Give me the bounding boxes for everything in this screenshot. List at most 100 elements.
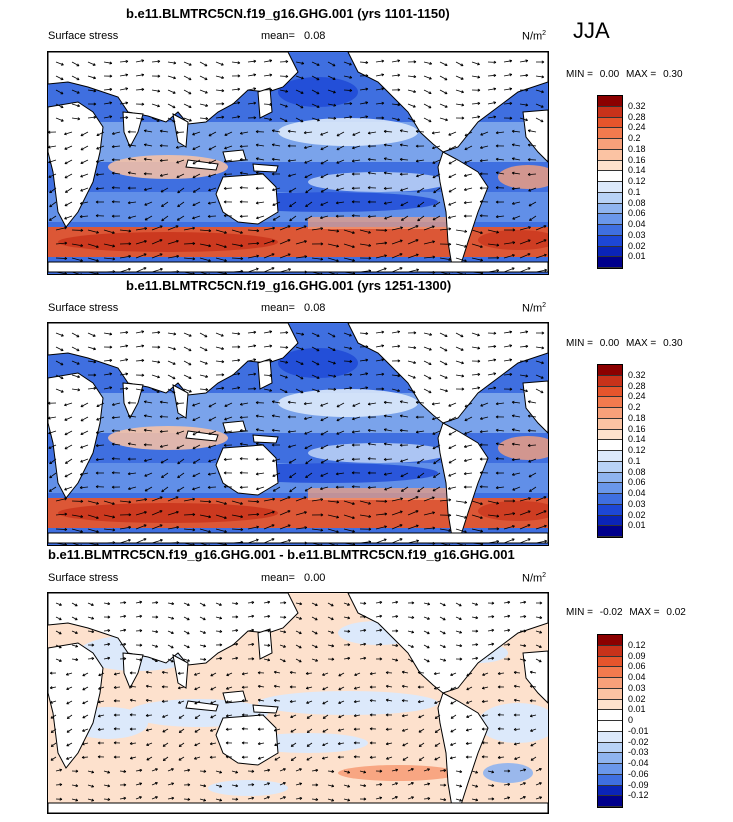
colorbar-swatch (598, 796, 622, 807)
colorbar-swatch (598, 688, 622, 700)
colorbar-tick-label: 0.06 (628, 661, 646, 672)
colorbar-swatch (598, 461, 622, 473)
colorbar-swatch (598, 656, 622, 668)
colorbar-swatch (598, 386, 622, 398)
colorbar-swatch (598, 645, 622, 657)
panel2-units-exp: 2 (542, 302, 547, 309)
colorbar-swatch (598, 699, 622, 711)
colorbar-tick-label: 0 (628, 715, 634, 725)
colorbar-tick-label: 0.04 (628, 488, 646, 498)
panel3-units-base: N/m (522, 572, 543, 585)
colorbar-tick-label: 0.04 (628, 219, 646, 229)
colorbar-tick-label: 0.18 (628, 143, 646, 154)
colorbar-tick-label: 0.1 (628, 186, 641, 197)
colorbar-tick-label: 0.2 (628, 402, 641, 412)
panel3-units-exp: 2 (542, 572, 547, 579)
panel3-min-label: MIN = (566, 607, 593, 618)
colorbar-swatch (598, 365, 622, 376)
colorbar-tick-label: -0.09 (628, 779, 649, 790)
colorbar-swatch (598, 742, 622, 754)
panel2-units: N/m2 (522, 302, 546, 315)
panel1-colorbar: 0.32 0.28 0.24 0.2 0.18 0.16 0.14 0.12 0.1 0.08 0.… (597, 95, 646, 269)
colorbar-swatch (598, 635, 622, 646)
colorbar-tick-label: 0.12 (628, 176, 646, 186)
colorbar-tick-label: 0.16 (628, 423, 646, 434)
panel3-min-value: -0.02 (599, 607, 623, 618)
panel2-max-label: MAX = (625, 338, 657, 349)
panel3-field: Surface stress (48, 572, 119, 584)
panel1-units: N/m2 (522, 30, 546, 43)
panel2-mean-value: 0.08 (304, 302, 326, 314)
colorbar-swatch (598, 117, 622, 129)
colorbar-tick-label: 0.32 (628, 369, 646, 380)
colorbar-swatch (598, 731, 622, 743)
colorbar-tick-label: 0.18 (628, 412, 646, 423)
colorbar-swatch (598, 515, 622, 527)
colorbar-swatch (598, 494, 622, 505)
panel3-map (47, 592, 549, 814)
colorbar-swatch (598, 171, 622, 182)
colorbar-swatch (598, 257, 622, 268)
panel2-units-base: N/m (522, 302, 543, 315)
colorbar-tick-label: 0.01 (628, 251, 646, 262)
panel1-mean-label: mean= (261, 30, 295, 42)
panel2-max-value: 0.30 (663, 338, 683, 349)
colorbar-tick-label: 0.01 (628, 520, 646, 531)
colorbar-swatch (598, 526, 622, 537)
colorbar-tick-label: 0.01 (628, 704, 646, 715)
colorbar-tick-label: 0.1 (628, 455, 641, 466)
panel1-minmax: MIN = 0.00 MAX = 0.30 (566, 69, 683, 80)
colorbar-swatch (598, 96, 622, 107)
colorbar-swatch (598, 160, 622, 172)
colorbar-swatch (598, 214, 622, 225)
colorbar-tick-label: 0.06 (628, 477, 646, 488)
colorbar-swatch (598, 774, 622, 786)
panel1-units-base: N/m (522, 30, 543, 43)
colorbar-swatch (598, 440, 622, 451)
colorbar-swatch (598, 451, 622, 462)
colorbar-tick-label: 0.02 (628, 240, 646, 251)
colorbar-tick-label: -0.04 (628, 758, 649, 768)
colorbar-swatch (598, 472, 622, 484)
colorbar-swatch (598, 764, 622, 775)
panel1-units-exp: 2 (542, 30, 547, 37)
colorbar-tick-label: 0.12 (628, 639, 646, 650)
colorbar-swatch (598, 753, 622, 764)
panel2-mean-label: mean= (261, 302, 295, 314)
colorbar-tick-label: 0.03 (628, 682, 646, 693)
colorbar-swatch (598, 225, 622, 236)
colorbar-swatch (598, 710, 622, 721)
colorbar-swatch (598, 192, 622, 204)
panel3-units: N/m2 (522, 572, 546, 585)
colorbar-tick-label: 0.12 (628, 445, 646, 455)
panel2-title: b.e11.BLMTRC5CN.f19_g16.GHG.001 (yrs 125… (126, 278, 452, 293)
colorbar-tick-label: 0.14 (628, 434, 646, 445)
colorbar-tick-label: -0.06 (628, 768, 649, 779)
colorbar-swatch (598, 203, 622, 215)
colorbar-tick-label: 0.02 (628, 509, 646, 520)
colorbar-swatch (598, 149, 622, 161)
colorbar-tick-label: -0.02 (628, 736, 649, 747)
panel1-mean: mean= 0.08 (261, 30, 325, 42)
colorbar-swatch (598, 139, 622, 150)
colorbar-swatch (598, 721, 622, 732)
colorbar-swatch (598, 246, 622, 258)
colorbar-tick-label: 0.08 (628, 466, 646, 477)
season-label: JJA (573, 18, 610, 43)
colorbar-tick-label: -0.01 (628, 725, 649, 736)
colorbar-swatch (598, 408, 622, 419)
colorbar-tick-label: 0.02 (628, 693, 646, 704)
colorbar-tick-label: 0.03 (628, 498, 646, 509)
colorbar-tick-label: 0.08 (628, 197, 646, 208)
panel2-minmax: MIN = 0.00 MAX = 0.30 (566, 338, 683, 349)
panel3-mean-label: mean= (261, 572, 295, 584)
colorbar-swatch (598, 106, 622, 118)
colorbar-tick-label: -0.12 (628, 790, 649, 801)
colorbar-swatch (598, 128, 622, 139)
colorbar-swatch (598, 235, 622, 247)
panel3-mean: mean= 0.00 (261, 572, 325, 584)
colorbar-tick-label: 0.06 (628, 208, 646, 219)
panel1-title: b.e11.BLMTRC5CN.f19_g16.GHG.001 (yrs 110… (126, 6, 450, 21)
panel3-max-label: MAX = (629, 607, 660, 618)
colorbar-swatch (598, 483, 622, 494)
